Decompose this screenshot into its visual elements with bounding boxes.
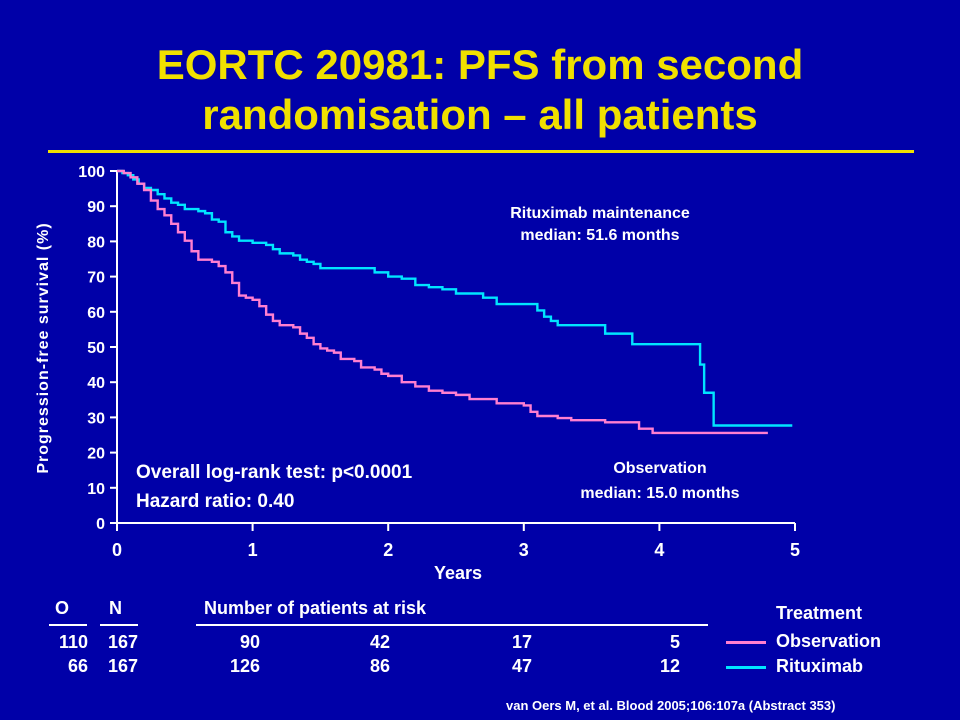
survival-curve-observation — [117, 169, 768, 435]
survival-curve-rituximab — [117, 169, 793, 427]
risk-n-value: 167 — [107, 632, 138, 652]
risk-count: 12 — [659, 656, 680, 676]
annotation-rituximab-median: median: 51.6 months — [520, 227, 679, 244]
x-tick-label: 0 — [112, 540, 122, 560]
risk-count: 86 — [369, 656, 390, 676]
annotation-observation-label: Observation — [613, 460, 706, 477]
risk-o-value: 110 — [58, 632, 88, 652]
annotation-logrank: Overall log-rank test: p<0.0001 — [136, 462, 413, 483]
x-tick-label: 2 — [383, 540, 393, 560]
x-axis-label: Years — [434, 563, 482, 583]
annotation-observation-median: median: 15.0 months — [580, 485, 739, 502]
legend-swatch-rituximab — [726, 666, 766, 669]
title-line-2: randomisation – all patients — [202, 91, 758, 138]
title-line-1: EORTC 20981: PFS from second — [156, 41, 804, 88]
legend-label-observation: Observation — [776, 631, 882, 651]
x-tick-label: 4 — [654, 540, 664, 560]
survival-curves — [117, 169, 793, 435]
y-axis-label: Progression-free survival (%) — [35, 222, 52, 473]
y-tick-label: 70 — [87, 270, 105, 287]
risk-count: 42 — [369, 632, 390, 652]
risk-col-o-header: O — [55, 598, 70, 618]
x-tick-label: 3 — [519, 540, 529, 560]
risk-col-n-header: N — [109, 598, 122, 618]
y-tick-label: 80 — [87, 234, 105, 251]
legend-title: Treatment — [776, 603, 863, 623]
y-tick-label: 40 — [87, 375, 105, 392]
page-title: EORTC 20981: PFS from second randomisati… — [0, 40, 960, 140]
y-tick-label: 100 — [78, 164, 105, 181]
risk-count: 17 — [511, 632, 532, 652]
risk-count: 5 — [669, 632, 680, 652]
annotation-hazard-ratio: Hazard ratio: 0.40 — [136, 491, 294, 512]
y-tick-label: 60 — [87, 305, 105, 322]
legend-swatch-observation — [726, 641, 766, 644]
y-tick-label: 90 — [87, 199, 105, 216]
risk-o-value: 66 — [67, 656, 88, 676]
y-tick-label: 30 — [87, 410, 105, 427]
risk-header-rule — [196, 624, 708, 626]
reference-citation: van Oers M, et al. Blood 2005;106:107a (… — [506, 698, 836, 713]
x-tick-label: 5 — [790, 540, 800, 560]
risk-n-value: 167 — [107, 656, 138, 676]
y-tick-label: 10 — [87, 481, 105, 498]
risk-col-o-rule — [49, 624, 87, 626]
title-underline — [48, 150, 914, 153]
annotation-rituximab-label: Rituximab maintenance — [510, 205, 690, 222]
legend-label-rituximab: Rituximab — [776, 656, 864, 676]
y-tick-label: 20 — [87, 446, 105, 463]
risk-count: 126 — [229, 656, 260, 676]
risk-table-header: Number of patients at risk — [204, 598, 427, 618]
risk-count: 47 — [511, 656, 532, 676]
risk-col-n-rule — [100, 624, 138, 626]
x-tick-label: 1 — [248, 540, 258, 560]
chart-axes: 0 10 20 30 40 50 60 70 80 90 100 0 1 2 3 4 5 — [78, 164, 800, 560]
risk-count: 90 — [239, 632, 260, 652]
y-tick-label: 0 — [96, 516, 105, 533]
y-tick-label: 50 — [87, 340, 105, 357]
